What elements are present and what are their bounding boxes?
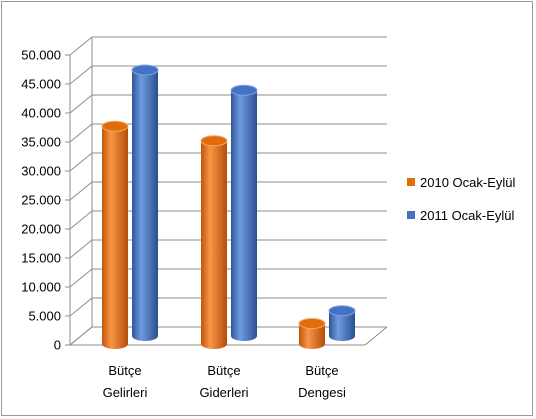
bar-top (200, 135, 228, 147)
y-tick-label: 10.000 (21, 280, 61, 295)
bar-2011-1 (230, 84, 258, 341)
bar-2010-2 (298, 318, 326, 349)
bar-body (231, 90, 257, 341)
category-label: Gelirleri (103, 385, 148, 400)
gridline-diagonal (69, 123, 93, 143)
gridline-diagonal (69, 152, 93, 172)
bar-body (329, 310, 355, 341)
gridline-diagonal (69, 268, 93, 288)
category-label: Dengesi (298, 385, 346, 400)
bar-top (298, 318, 326, 329)
gridline-diagonal (69, 181, 93, 201)
gridline-diagonal (69, 94, 93, 114)
bar-body (201, 140, 227, 349)
gridline-diagonal (69, 297, 93, 317)
bar-top (101, 120, 129, 132)
bar-body (132, 70, 158, 341)
y-tick-label: 40.000 (21, 106, 61, 121)
y-tick-label: 50.000 (21, 48, 61, 63)
gridline-diagonal (69, 239, 93, 259)
y-tick-label: 45.000 (21, 77, 61, 92)
bar-top (131, 64, 159, 76)
category-label: Bütçe (305, 363, 338, 378)
bar-2010-0 (101, 120, 129, 349)
legend-swatch (407, 211, 415, 219)
bar-2011-2 (328, 305, 356, 341)
bar-top (328, 305, 356, 317)
legend-swatch (407, 178, 415, 186)
bar-body (102, 126, 128, 349)
y-tick-label: 15.000 (21, 251, 61, 266)
legend-label: 2010 Ocak-Eylül (420, 175, 515, 190)
category-label: Giderleri (199, 385, 248, 400)
legend-label: 2011 Ocak-Eylül (420, 208, 515, 223)
gridline-diagonal (69, 65, 93, 85)
category-label: Bütçe (108, 363, 141, 378)
y-tick-label: 20.000 (21, 222, 61, 237)
y-tick-label: 25.000 (21, 193, 61, 208)
y-tick-label: 35.000 (21, 135, 61, 150)
y-tick-label: 0 (54, 338, 61, 353)
y-tick-label: 30.000 (21, 164, 61, 179)
y-tick-label: 5.000 (28, 309, 61, 324)
floor-right-edge (364, 326, 388, 346)
bar-body (299, 323, 325, 349)
gridline-diagonal (69, 36, 93, 56)
category-label: Bütçe (207, 363, 240, 378)
bar-2010-1 (200, 135, 228, 349)
bar-top (230, 84, 258, 96)
gridline-diagonal (69, 326, 93, 346)
gridline-diagonal (69, 210, 93, 230)
bar-2011-0 (131, 64, 159, 341)
